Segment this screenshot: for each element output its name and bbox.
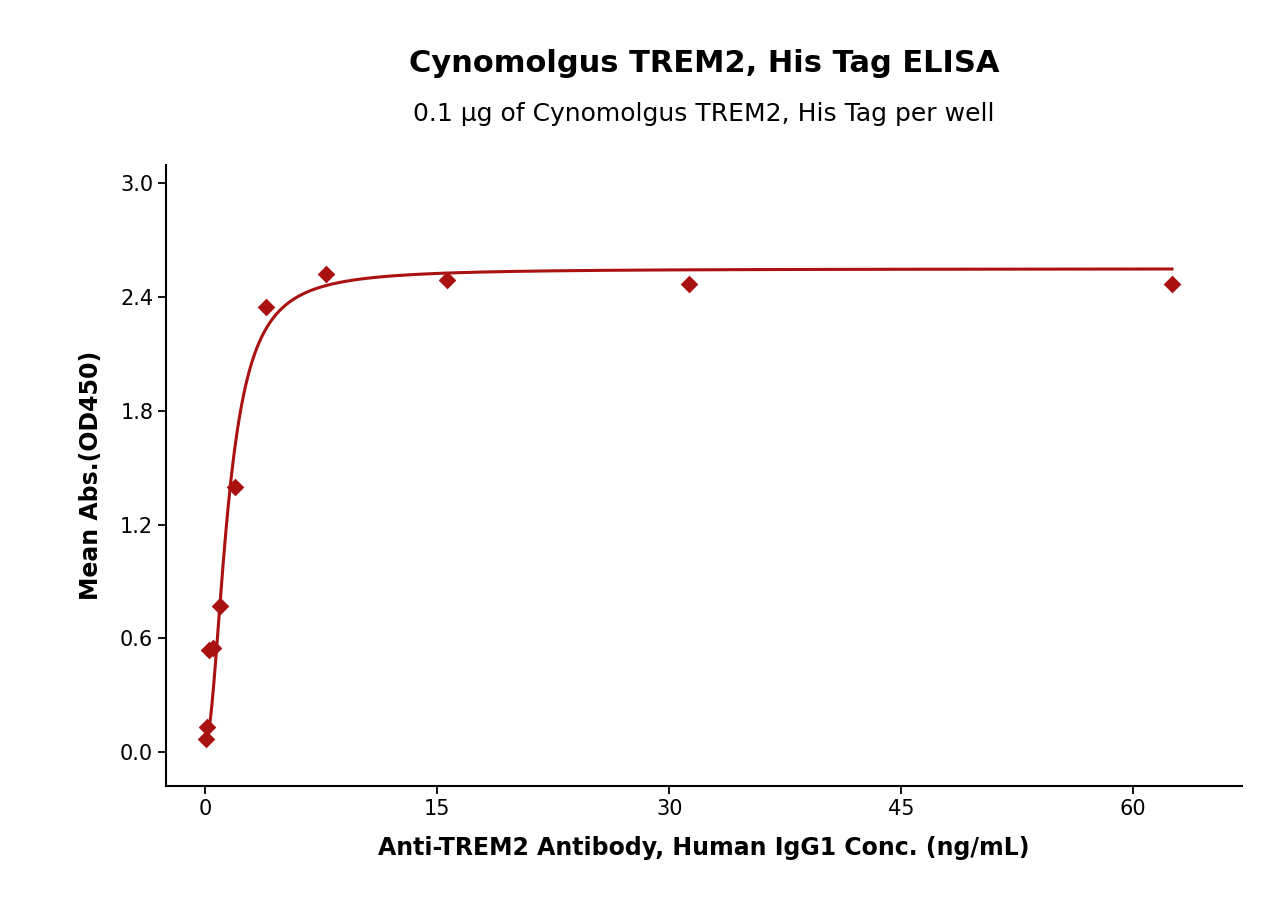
Y-axis label: Mean Abs.(OD450): Mean Abs.(OD450) xyxy=(79,351,104,600)
Point xyxy=(197,720,218,735)
Point xyxy=(436,272,457,287)
Point xyxy=(225,479,246,494)
Point xyxy=(1162,277,1183,292)
X-axis label: Anti-TREM2 Antibody, Human IgG1 Conc. (ng/mL): Anti-TREM2 Antibody, Human IgG1 Conc. (n… xyxy=(379,836,1029,860)
Point xyxy=(202,641,223,655)
Point xyxy=(255,299,275,314)
Point xyxy=(196,731,216,746)
Text: Cynomolgus TREM2, His Tag ELISA: Cynomolgus TREM2, His Tag ELISA xyxy=(408,49,1000,79)
Point xyxy=(316,267,337,282)
Point xyxy=(198,643,219,657)
Point xyxy=(678,277,699,292)
Point xyxy=(210,599,230,613)
Text: 0.1 μg of Cynomolgus TREM2, His Tag per well: 0.1 μg of Cynomolgus TREM2, His Tag per … xyxy=(413,102,995,126)
